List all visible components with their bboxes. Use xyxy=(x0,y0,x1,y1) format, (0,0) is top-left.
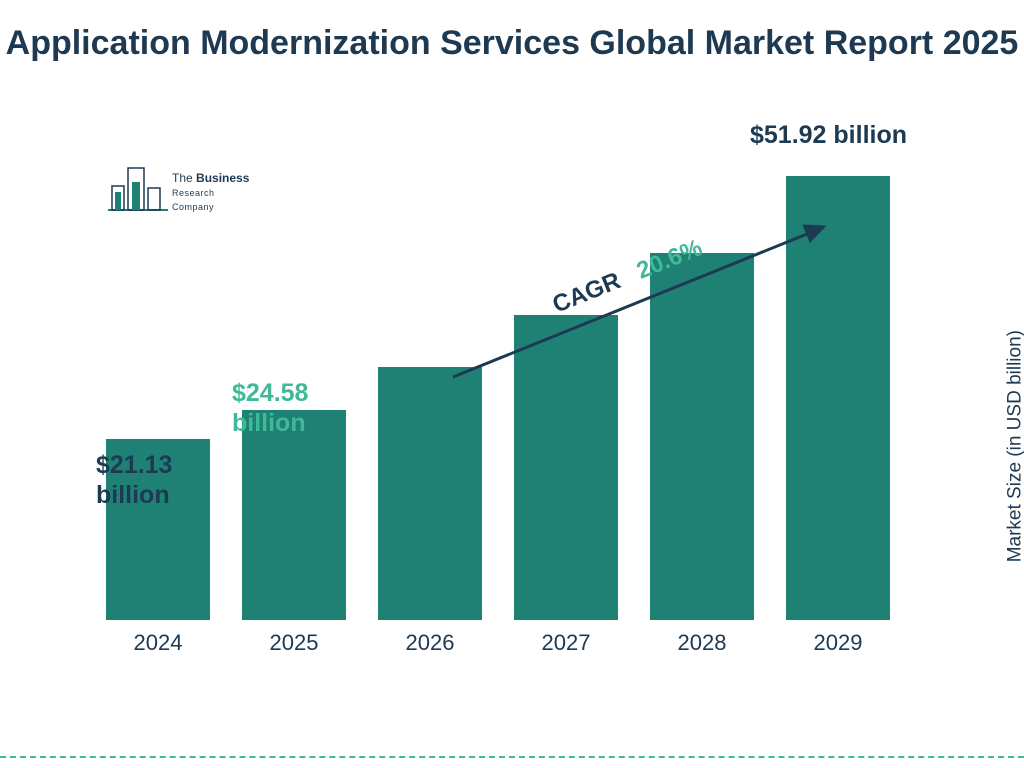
bottom-divider xyxy=(0,756,1024,758)
chart-title: Application Modernization Services Globa… xyxy=(0,22,1024,65)
xaxis-tick-label: 2024 xyxy=(90,630,226,656)
data-label-first: $21.13 billion xyxy=(96,450,172,510)
data-label-second-unit: billion xyxy=(232,409,306,437)
data-label-first-value: $21.13 xyxy=(96,451,172,479)
data-label-second: $24.58 billion xyxy=(232,378,308,438)
yaxis-label: Market Size (in USD billion) xyxy=(1004,330,1024,562)
data-label-last: $51.92 billion xyxy=(750,120,907,150)
xaxis-tick-label: 2025 xyxy=(226,630,362,656)
xaxis-tick-label: 2027 xyxy=(498,630,634,656)
bar xyxy=(242,410,346,620)
data-label-first-unit: billion xyxy=(96,481,170,509)
data-label-second-value: $24.58 xyxy=(232,379,308,407)
xaxis-tick-label: 2029 xyxy=(770,630,906,656)
chart-container: Application Modernization Services Globa… xyxy=(0,0,1024,768)
xaxis-tick-label: 2026 xyxy=(362,630,498,656)
chart-area: 202420252026202720282029 CAGR 20.6% xyxy=(90,150,930,670)
xaxis-tick-label: 2028 xyxy=(634,630,770,656)
